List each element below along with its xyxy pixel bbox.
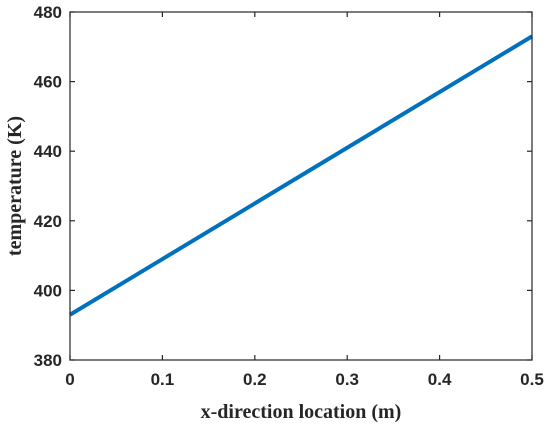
x-tick-label: 0.2 bbox=[243, 370, 267, 389]
series-layer bbox=[68, 34, 534, 317]
y-tick-label: 460 bbox=[34, 73, 62, 92]
x-tick-label: 0.1 bbox=[151, 370, 175, 389]
y-tick-label: 480 bbox=[34, 3, 62, 22]
y-tick-label: 400 bbox=[34, 281, 62, 300]
y-tick-label: 420 bbox=[34, 212, 62, 231]
series-line bbox=[68, 34, 534, 317]
y-tick-label: 440 bbox=[34, 142, 62, 161]
x-tick-label: 0 bbox=[65, 370, 74, 389]
x-tick-label: 0.4 bbox=[428, 370, 452, 389]
plot-area bbox=[70, 12, 532, 360]
tick-layer: 0 0.1 0.2 0.3 0.4 0.5 380 400 420 440 460 480 bbox=[34, 3, 544, 389]
axes-box bbox=[69, 11, 533, 361]
x-tick-label: 0.3 bbox=[335, 370, 359, 389]
y-axis-title: temperature (K) bbox=[4, 116, 26, 256]
x-axis-title: x-direction location (m) bbox=[201, 401, 402, 423]
x-tick-label: 0.5 bbox=[520, 370, 544, 389]
y-tick-label: 380 bbox=[34, 351, 62, 370]
